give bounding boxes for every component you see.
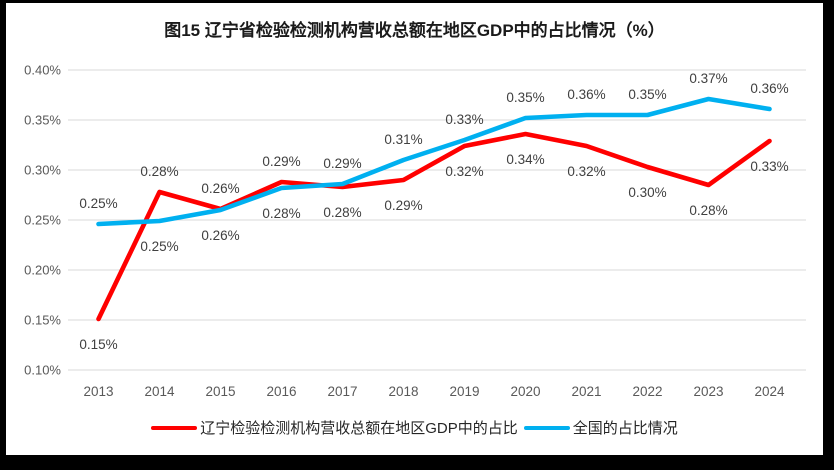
data-label: 0.26%	[201, 228, 239, 243]
x-axis-tick-label: 2017	[327, 384, 357, 399]
data-label: 0.36%	[750, 81, 788, 96]
data-label: 0.28%	[689, 203, 727, 218]
data-label: 0.36%	[567, 87, 605, 102]
data-label: 0.35%	[628, 87, 666, 102]
data-label: 0.28%	[323, 205, 361, 220]
legend-line-sample-blue	[523, 425, 570, 430]
y-axis-tick-label: 0.15%	[24, 313, 61, 328]
chart-title: 图15 辽宁省检验检测机构营收总额在地区GDP中的占比情况（%）	[164, 21, 665, 40]
legend-item-liaoning: 辽宁检验检测机构营收总额在地区GDP中的占比	[151, 417, 518, 438]
data-label: 0.29%	[384, 198, 422, 213]
y-axis-tick-label: 0.20%	[24, 263, 61, 278]
y-axis-tick-label: 0.35%	[24, 113, 61, 128]
data-label: 0.37%	[689, 71, 727, 86]
legend-line-sample-red	[151, 425, 198, 430]
x-axis-tick-label: 2013	[83, 384, 113, 399]
y-axis-tick-label: 0.10%	[24, 363, 61, 378]
x-axis-tick-label: 2015	[205, 384, 235, 399]
x-axis-tick-label: 2016	[266, 384, 296, 399]
series-line-liaoning	[96, 131, 772, 322]
series-line-national	[96, 96, 772, 227]
x-axis-tick-label: 2023	[693, 384, 723, 399]
data-label: 0.25%	[140, 239, 178, 254]
x-axis-tick-label: 2019	[449, 384, 479, 399]
data-label: 0.28%	[140, 164, 178, 179]
data-label: 0.34%	[506, 152, 544, 167]
data-label: 0.25%	[79, 196, 117, 211]
x-axis-tick-label: 2018	[388, 384, 418, 399]
x-axis-tick-label: 2024	[754, 384, 785, 399]
data-label: 0.32%	[567, 164, 605, 179]
line-chart-plot-area: 0.40% 0.35% 0.30% 0.25% 0.20% 0.15% 0.10% 2013 2…	[24, 63, 806, 399]
data-label: 0.35%	[506, 90, 544, 105]
x-axis-tick-label: 2021	[571, 384, 601, 399]
y-axis-tick-label: 0.30%	[24, 163, 61, 178]
data-label: 0.33%	[750, 159, 788, 174]
legend-item-national: 全国的占比情况	[523, 417, 678, 438]
chart-canvas: 图15 辽宁省检验检测机构营收总额在地区GDP中的占比情况（%） 0.40% 0.…	[6, 3, 823, 455]
legend-label-liaoning: 辽宁检验检测机构营收总额在地区GDP中的占比	[200, 420, 518, 437]
data-label: 0.31%	[384, 132, 422, 147]
x-axis-tick-label: 2014	[144, 384, 175, 399]
y-axis-tick-label: 0.40%	[24, 63, 61, 78]
data-label: 0.29%	[262, 154, 300, 169]
data-label: 0.15%	[79, 337, 117, 352]
data-label: 0.32%	[445, 164, 483, 179]
y-axis-tick-label: 0.25%	[24, 213, 61, 228]
chart-legend: 辽宁检验检测机构营收总额在地区GDP中的占比 全国的占比情况	[6, 417, 823, 438]
data-label: 0.28%	[262, 206, 300, 221]
data-label: 0.30%	[628, 185, 666, 200]
data-label: 0.26%	[201, 181, 239, 196]
data-label: 0.33%	[445, 112, 483, 127]
x-axis-tick-label: 2022	[632, 384, 662, 399]
legend-label-national: 全国的占比情况	[572, 420, 678, 437]
x-axis-tick-label: 2020	[510, 384, 540, 399]
data-label: 0.29%	[323, 156, 361, 171]
